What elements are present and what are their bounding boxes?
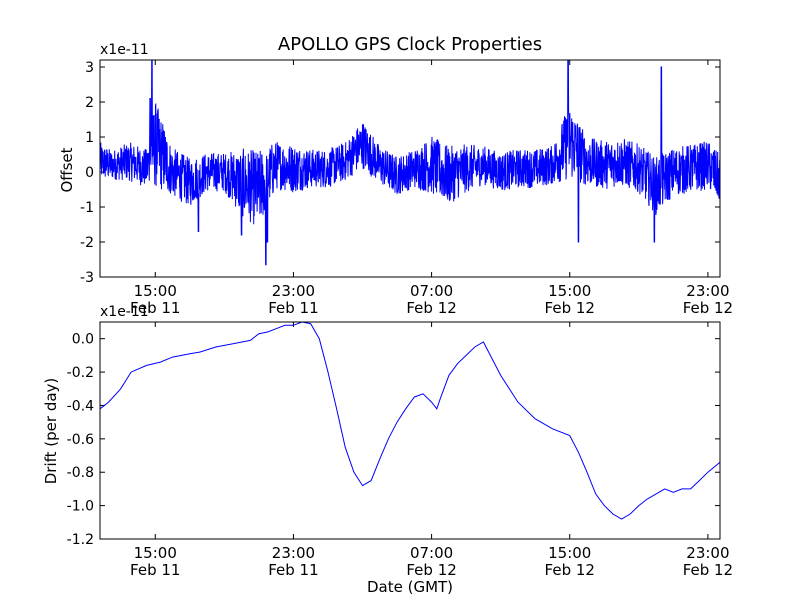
offset-x-tick-time: 15:00 <box>548 282 591 300</box>
offset-y-tick-label: 0 <box>85 165 94 181</box>
drift-axis-label: Drift (per day) <box>42 378 60 485</box>
drift-y-tick-label: -0.8 <box>67 465 94 481</box>
drift-y-tick-label: -1.0 <box>67 499 94 515</box>
offset-x-tick-date: Feb 12 <box>683 299 733 317</box>
drift-y-tick-label: -1.2 <box>67 532 94 548</box>
offset-x-tick-date: Feb 12 <box>545 299 595 317</box>
drift-exponent-label: x1e-11 <box>100 304 149 320</box>
drift-series-line <box>100 322 720 520</box>
drift-y-tick-label: -0.4 <box>67 398 94 414</box>
offset-axis-label: Offset <box>58 147 76 192</box>
drift-x-tick-date: Feb 11 <box>130 561 180 579</box>
offset-x-tick-date: Feb 11 <box>268 299 318 317</box>
offset-x-tick-time: 23:00 <box>272 282 315 300</box>
offset-y-tick-label: 3 <box>85 60 94 76</box>
offset-x-tick-date: Feb 11 <box>130 299 180 317</box>
offset-y-tick-label: -3 <box>80 270 94 286</box>
drift-y-tick-label: -0.6 <box>67 432 94 448</box>
offset-y-tick-label: -2 <box>80 235 94 251</box>
drift-x-tick-time: 15:00 <box>548 544 591 562</box>
drift-x-tick-date: Feb 12 <box>406 561 456 579</box>
drift-x-tick-date: Feb 11 <box>268 561 318 579</box>
drift-x-tick-date: Feb 12 <box>545 561 595 579</box>
drift-plot-frame <box>99 321 721 540</box>
drift-x-tick-date: Feb 12 <box>683 561 733 579</box>
drift-x-tick-time: 23:00 <box>272 544 315 562</box>
offset-x-tick-date: Feb 12 <box>406 299 456 317</box>
offset-y-tick-label: 1 <box>85 130 94 146</box>
offset-x-tick-time: 07:00 <box>410 282 453 300</box>
drift-y-tick-label: -0.2 <box>67 365 94 381</box>
offset-x-tick-time: 15:00 <box>134 282 177 300</box>
chart-title: APOLLO GPS Clock Properties <box>278 34 542 55</box>
offset-exponent-label: x1e-11 <box>100 42 149 58</box>
drift-x-tick-time: 07:00 <box>410 544 453 562</box>
offset-x-tick-time: 23:00 <box>686 282 729 300</box>
drift-x-tick-time: 23:00 <box>686 544 729 562</box>
drift-x-axis-label: Date (GMT) <box>367 578 453 596</box>
drift-x-tick-time: 15:00 <box>134 544 177 562</box>
offset-y-tick-label: -1 <box>80 200 94 216</box>
offset-series-line <box>100 60 720 266</box>
offset-y-tick-label: 2 <box>85 95 94 111</box>
offset-plot-frame <box>99 59 721 278</box>
drift-y-tick-label: 0.0 <box>72 332 94 348</box>
